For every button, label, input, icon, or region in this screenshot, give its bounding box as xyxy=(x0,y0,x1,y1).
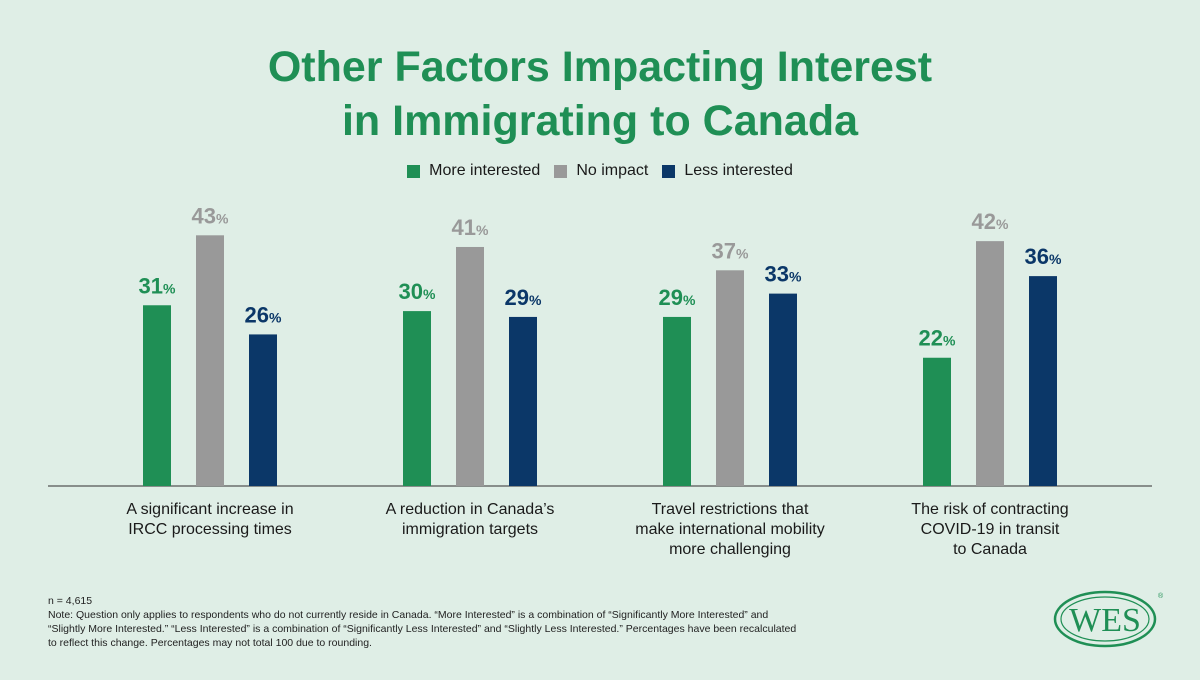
legend-swatch-no-impact xyxy=(554,164,568,178)
bar-no-impact-1 xyxy=(196,235,224,486)
data-label-no-impact-3: 37% xyxy=(712,238,749,263)
svg-text:®: ® xyxy=(1158,592,1164,600)
footnote-note-line-1: Note: Question only applies to responden… xyxy=(48,609,769,621)
bar-no-impact-2 xyxy=(456,246,484,486)
bar-less-interested-4 xyxy=(1029,276,1057,486)
data-label-no-impact-4: 42% xyxy=(972,209,1009,234)
footnote-note-line-3: to reflect this change. Percentages may … xyxy=(48,637,372,649)
bar-more-interested-2 xyxy=(403,311,431,486)
bar-more-interested-1 xyxy=(143,305,171,486)
legend-label-more-interested: More interested xyxy=(429,162,541,179)
data-label-less-interested-2: 29% xyxy=(505,285,542,310)
chart-title-line-1: Other Factors Impacting Interest xyxy=(267,43,933,91)
data-label-less-interested-4: 36% xyxy=(1025,244,1062,269)
category-label-2: A reduction in Canada’s immigration targe… xyxy=(386,501,555,538)
bar-less-interested-3 xyxy=(769,293,797,486)
data-label-more-interested-3: 29% xyxy=(659,285,696,310)
legend-swatch-more-interested xyxy=(407,164,421,178)
legend-item-more-interested: More interested xyxy=(407,162,540,180)
category-label-4: The risk of contracting COVID-19 in trans… xyxy=(911,501,1068,558)
wes-logo: WES ® xyxy=(1053,590,1164,648)
data-label-more-interested-4: 22% xyxy=(919,326,956,351)
data-label-less-interested-3: 33% xyxy=(765,262,802,287)
legend-label-less-interested: Less interested xyxy=(684,162,793,179)
data-label-less-interested-1: 26% xyxy=(245,302,282,327)
wes-logo-text: WES xyxy=(1069,602,1141,639)
legend-label-no-impact: No impact xyxy=(576,162,649,179)
legend-swatch-less-interested xyxy=(662,164,676,178)
bar-no-impact-4 xyxy=(976,241,1004,486)
bar-less-interested-2 xyxy=(509,316,537,486)
bar-more-interested-3 xyxy=(663,316,691,486)
footnote: n = 4,615 Note: Question only applies to… xyxy=(48,594,878,650)
legend-item-no-impact: No impact xyxy=(554,162,648,180)
data-label-no-impact-1: 43% xyxy=(192,203,229,228)
bar-more-interested-4 xyxy=(923,357,951,486)
category-label-1: A significant increase in IRCC processing… xyxy=(126,501,293,538)
bar-less-interested-1 xyxy=(249,334,277,486)
legend-item-less-interested: Less interested xyxy=(662,162,793,180)
data-label-more-interested-2: 30% xyxy=(399,279,436,304)
bar-no-impact-3 xyxy=(716,270,744,486)
category-label-3: Travel restrictions that make internation… xyxy=(635,501,824,558)
chart-title-line-2: in Immigrating to Canada xyxy=(341,97,859,145)
data-label-no-impact-2: 41% xyxy=(452,215,489,240)
chart-title: Other Factors Impacting Interest in Immi… xyxy=(0,40,1200,148)
footnote-sample-size: n = 4,615 xyxy=(48,595,93,607)
chart-legend: More interested No impact Less intereste… xyxy=(0,162,1200,180)
data-label-more-interested-1: 31% xyxy=(139,273,176,298)
footnote-note-line-2: “Slightly More Interested.” “Less Intere… xyxy=(48,623,797,635)
